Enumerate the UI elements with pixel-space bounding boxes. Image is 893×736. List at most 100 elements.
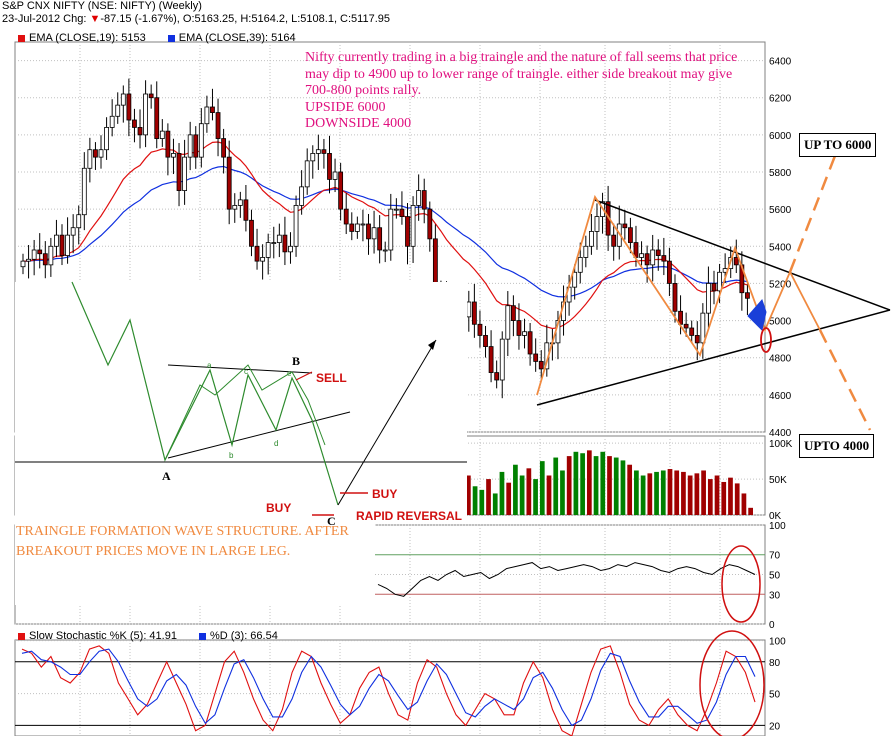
candle-body xyxy=(711,283,717,292)
main-y-tick-label: 6000 xyxy=(769,131,792,142)
candle-body xyxy=(76,214,82,229)
candle-body xyxy=(499,338,505,381)
red-ellipse-stoch xyxy=(699,630,765,736)
candle-body xyxy=(260,257,266,262)
inset-label-e: e xyxy=(287,369,292,378)
volume-bar xyxy=(566,456,572,515)
stochastic-lines xyxy=(21,645,756,736)
rsi-y-tick-label: 70 xyxy=(769,551,781,562)
candle-body xyxy=(321,149,327,154)
volume-bars xyxy=(466,450,753,515)
candle-body xyxy=(232,205,238,210)
candle-body xyxy=(733,257,739,266)
orange-up-projection xyxy=(788,129,847,273)
ema-lines xyxy=(22,141,748,330)
candle-body xyxy=(683,323,689,329)
volume-bar xyxy=(634,470,639,515)
candle-body xyxy=(198,123,204,158)
candle-body xyxy=(650,249,656,266)
volume-bar xyxy=(707,479,713,515)
candle-body xyxy=(667,260,672,284)
quote-values: -87.15 (-1.67%), O:5163.25, H:5164.2, L:… xyxy=(100,13,391,25)
candle-body xyxy=(416,190,422,206)
candle-body xyxy=(505,305,511,340)
candle-body xyxy=(510,305,516,321)
candle-body xyxy=(143,93,148,136)
volume-bar xyxy=(526,468,532,515)
candle-body xyxy=(706,283,711,314)
volume-bar xyxy=(593,456,599,515)
candle-body xyxy=(672,283,678,312)
stoch-d-legend-label: %D (3): 66.54 xyxy=(209,630,278,642)
main-y-tick-label: 5200 xyxy=(769,279,792,290)
inset-sell-label: SELL xyxy=(316,371,347,385)
inset-triangle-top xyxy=(167,364,313,374)
triangle-inset: A B Ca b c d e SELL BUY BUY RAPID REVERSAL xyxy=(15,281,467,605)
candle-body xyxy=(343,208,349,225)
inset-wave-line-2 xyxy=(164,364,326,461)
volume-bar xyxy=(492,493,498,515)
candle-body xyxy=(54,234,59,247)
volume-bar xyxy=(613,457,619,515)
candle-body xyxy=(26,258,31,262)
candle-body xyxy=(87,149,93,169)
volume-bar xyxy=(687,475,693,515)
volume-bar xyxy=(600,451,606,515)
red-ellipse-price xyxy=(760,327,772,353)
stoch-k-line xyxy=(21,645,756,736)
candle-body xyxy=(488,346,494,373)
volume-bar xyxy=(472,486,478,515)
candle-body xyxy=(332,171,338,180)
candle-body xyxy=(226,156,232,210)
candle-body xyxy=(193,134,199,158)
ema19-legend-label: EMA (CLOSE,19): 5153 xyxy=(29,32,146,44)
ema19-line xyxy=(22,141,748,330)
candle-body xyxy=(483,335,488,347)
volume-bar xyxy=(681,471,686,515)
candle-body xyxy=(366,223,371,240)
volume-bar xyxy=(607,456,612,515)
stoch-k-legend-label: Slow Stochastic %K (5): 41.91 xyxy=(29,630,177,642)
ema-legend: EMA (CLOSE,19): 5153 EMA (CLOSE,39): 516… xyxy=(18,32,296,44)
inset-label-a: a xyxy=(207,361,212,370)
candle-body xyxy=(171,153,176,158)
candle-body xyxy=(594,216,600,232)
chart-title: S&P CNX NIFTY (NSE: NIFTY) (Weekly) xyxy=(2,0,202,12)
volume-bar xyxy=(499,471,505,515)
volume-bar xyxy=(640,475,646,515)
candle-body xyxy=(37,249,43,255)
main-y-tick-label: 5600 xyxy=(769,205,792,216)
main-y-tick-label: 4800 xyxy=(769,354,792,365)
inset-label-c: c xyxy=(244,367,248,376)
rsi-y-tick-label: 50 xyxy=(769,571,781,582)
main-y-tick-label: 6400 xyxy=(769,57,792,68)
candle-body xyxy=(115,104,121,117)
inset-background xyxy=(15,282,467,522)
inset-arrowhead-icon xyxy=(428,340,436,350)
candle-body xyxy=(104,127,109,151)
trendline-drawings xyxy=(536,129,891,736)
candle-body xyxy=(700,312,706,344)
inset-buy-label-right: BUY xyxy=(372,487,397,501)
inset-note: TRAINGLE FORMATION WAVE STRUCTURE. AFTER… xyxy=(16,524,349,559)
candle-body xyxy=(187,134,193,158)
ema39-swatch xyxy=(167,34,175,42)
main-y-tick-label: 6200 xyxy=(769,94,792,105)
volume-bar xyxy=(553,457,559,515)
volume-bar xyxy=(728,477,733,515)
candle-body xyxy=(59,234,65,256)
stoch-y-tick-label: 80 xyxy=(769,658,781,669)
candle-body xyxy=(538,361,544,370)
candle-body xyxy=(466,301,472,318)
volume-bar xyxy=(533,479,538,515)
inset-label-d: d xyxy=(274,439,278,448)
candle-body xyxy=(327,153,332,180)
candle-body xyxy=(354,223,360,232)
candle-body xyxy=(583,245,589,258)
candle-body xyxy=(243,199,249,221)
candle-body xyxy=(427,208,433,240)
volume-bar xyxy=(513,464,518,515)
orange-down-projection xyxy=(818,329,872,431)
volume-bar xyxy=(580,453,585,515)
volume-bar xyxy=(647,473,653,515)
